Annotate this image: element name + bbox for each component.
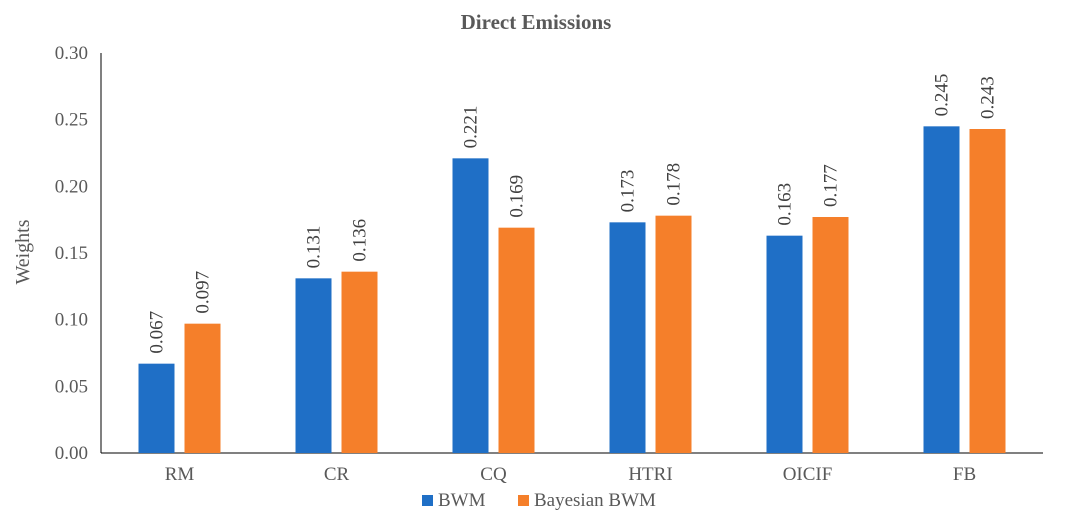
legend-label: BWM <box>438 490 486 511</box>
legend-swatch <box>518 495 529 506</box>
legend-label: Bayesian BWM <box>534 490 656 511</box>
chart-title: Direct Emissions <box>461 10 612 34</box>
bar-bwm-fb <box>923 126 960 453</box>
x-tick-label: FB <box>953 464 976 485</box>
data-label: 0.169 <box>507 175 528 218</box>
data-label: 0.243 <box>978 76 999 119</box>
bar-bwm-rm <box>138 363 175 453</box>
bar-bayesian-bwm-cq <box>498 227 535 453</box>
y-tick-label: 0.05 <box>55 376 88 397</box>
data-label: 0.245 <box>932 74 953 117</box>
x-axis-ticks: RM CR CQ HTRI OICIF FB <box>165 464 976 485</box>
x-tick-label: RM <box>165 464 195 485</box>
data-label: 0.178 <box>664 163 685 206</box>
bar-bwm-cr <box>295 278 332 453</box>
legend: BWM Bayesian BWM <box>422 490 656 511</box>
data-label: 0.097 <box>193 271 214 314</box>
bar-bayesian-bwm-fb <box>969 129 1006 453</box>
data-label: 0.177 <box>821 164 842 207</box>
y-tick-label: 0.20 <box>55 176 88 197</box>
data-label: 0.221 <box>461 106 482 149</box>
y-tick-label: 0.15 <box>55 243 88 264</box>
bars-group: 0.067 0.097 0.131 0.136 0.221 0.169 0.173 0.178… <box>138 74 1006 454</box>
bar-bayesian-bwm-rm <box>184 323 221 453</box>
y-axis-title: Weights <box>12 219 34 284</box>
data-label: 0.131 <box>304 226 325 269</box>
bar-bwm-htri <box>609 222 646 453</box>
bar-bayesian-bwm-oicif <box>812 217 849 453</box>
bar-bayesian-bwm-cr <box>341 271 378 453</box>
data-label: 0.163 <box>775 183 796 226</box>
y-tick-label: 0.10 <box>55 310 88 331</box>
y-axis-ticks: 0.00 0.05 0.10 0.15 0.20 0.25 0.30 <box>55 43 88 464</box>
x-tick-label: OICIF <box>783 464 833 485</box>
x-tick-label: CQ <box>480 464 507 485</box>
x-tick-label: CR <box>324 464 350 485</box>
data-label: 0.136 <box>350 219 371 262</box>
bar-bwm-cq <box>452 158 489 454</box>
data-label: 0.067 <box>147 311 168 354</box>
y-tick-label: 0.00 <box>55 443 88 464</box>
x-tick-label: HTRI <box>628 464 672 485</box>
y-tick-label: 0.25 <box>55 110 88 131</box>
y-tick-label: 0.30 <box>55 43 88 64</box>
bar-bwm-oicif <box>766 235 803 453</box>
data-label: 0.173 <box>618 170 639 213</box>
bar-bayesian-bwm-htri <box>655 215 692 453</box>
legend-swatch <box>422 495 433 506</box>
